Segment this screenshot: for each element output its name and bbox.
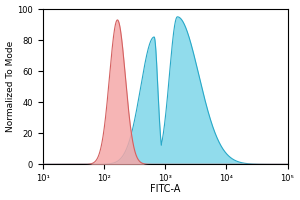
X-axis label: FITC-A: FITC-A xyxy=(150,184,180,194)
Y-axis label: Normalized To Mode: Normalized To Mode xyxy=(6,41,15,132)
